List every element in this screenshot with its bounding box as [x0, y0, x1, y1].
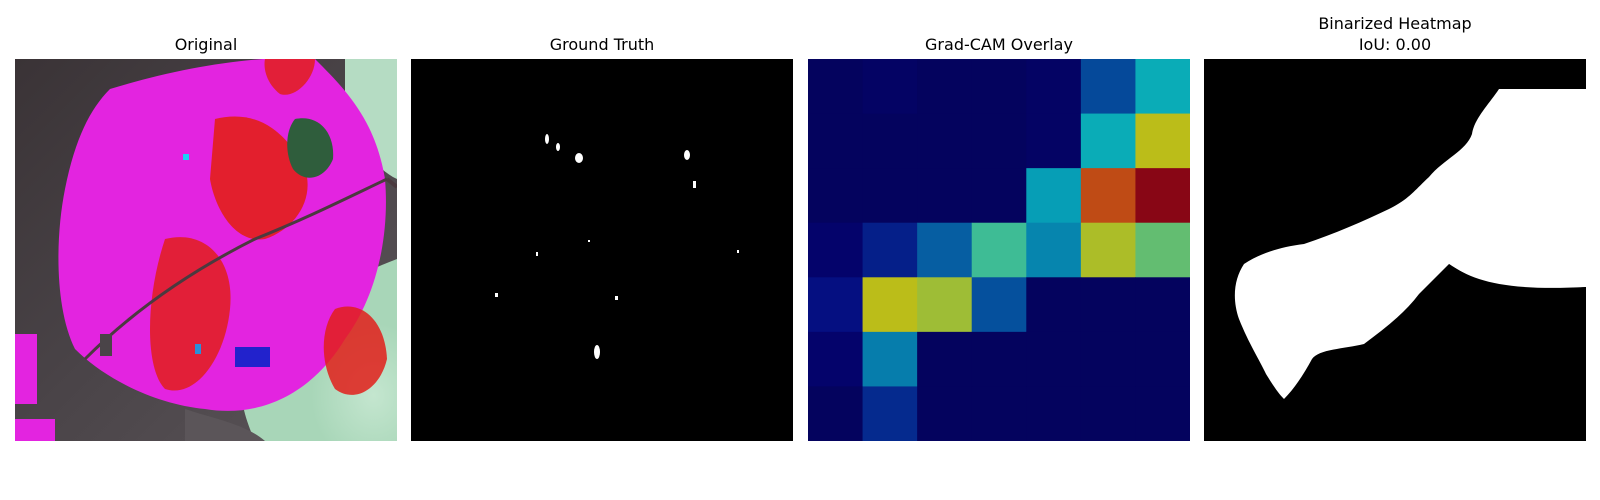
gradcam-cell-r4-c3	[972, 277, 1027, 332]
gradcam-cell-r5-c0	[808, 332, 863, 387]
iou-readout: IoU: 0.00	[1204, 34, 1586, 55]
gradcam-cell-r2-c5	[1081, 168, 1136, 223]
panel-title-gradcam-overlay: Grad-CAM Overlay	[808, 34, 1190, 55]
gradcam-cell-r1-c1	[863, 114, 918, 169]
gradcam-cell-r3-c0	[808, 223, 863, 278]
binarized-heatmap-panel	[1204, 59, 1586, 441]
ground-truth-panel	[411, 59, 793, 441]
gradcam-cell-r6-c3	[972, 386, 1027, 441]
gradcam-cell-r6-c5	[1081, 386, 1136, 441]
gradcam-cell-r1-c3	[972, 114, 1027, 169]
gradcam-cell-r2-c4	[1026, 168, 1081, 223]
gradcam-cell-r4-c2	[917, 277, 972, 332]
gradcam-cell-r4-c1	[863, 277, 918, 332]
gradcam-cell-r6-c2	[917, 386, 972, 441]
gradcam-cell-r1-c6	[1135, 114, 1190, 169]
gradcam-cell-r1-c4	[1026, 114, 1081, 169]
gradcam-cell-r6-c0	[808, 386, 863, 441]
original-image-panel	[15, 59, 397, 441]
gradcam-cell-r4-c6	[1135, 277, 1190, 332]
gradcam-cell-r0-c1	[863, 59, 918, 114]
gradcam-cell-r6-c1	[863, 386, 918, 441]
gradcam-cell-r5-c2	[917, 332, 972, 387]
gradcam-cell-r2-c3	[972, 168, 1027, 223]
panel-title-original: Original	[15, 34, 397, 55]
gradcam-cell-r3-c6	[1135, 223, 1190, 278]
gradcam-cell-r5-c1	[863, 332, 918, 387]
gradcam-cell-r2-c2	[917, 168, 972, 223]
gradcam-cell-r0-c0	[808, 59, 863, 114]
gradcam-cell-r1-c0	[808, 114, 863, 169]
ground-truth-mask	[411, 59, 793, 441]
gradcam-cell-r4-c5	[1081, 277, 1136, 332]
gradcam-cell-r3-c2	[917, 223, 972, 278]
gradcam-cell-r3-c1	[863, 223, 918, 278]
gradcam-overlay-panel	[808, 59, 1190, 441]
gradcam-cell-r0-c3	[972, 59, 1027, 114]
gradcam-cell-r5-c5	[1081, 332, 1136, 387]
gradcam-cell-r3-c5	[1081, 223, 1136, 278]
gradcam-cell-r1-c5	[1081, 114, 1136, 169]
gradcam-cell-r0-c6	[1135, 59, 1190, 114]
panel-title-ground-truth: Ground Truth	[411, 34, 793, 55]
original-leaf-image	[15, 59, 397, 441]
gradcam-cell-r1-c2	[917, 114, 972, 169]
gradcam-cell-r5-c4	[1026, 332, 1081, 387]
gradcam-cell-r0-c5	[1081, 59, 1136, 114]
gradcam-cell-r2-c0	[808, 168, 863, 223]
gradcam-cell-r3-c4	[1026, 223, 1081, 278]
gradcam-cell-r3-c3	[972, 223, 1027, 278]
panel-title-binarized-heatmap: Binarized Heatmap IoU: 0.00	[1204, 13, 1586, 55]
gradcam-cell-r4-c0	[808, 277, 863, 332]
gradcam-cell-r5-c3	[972, 332, 1027, 387]
gradcam-cell-r2-c1	[863, 168, 918, 223]
gradcam-cell-r4-c4	[1026, 277, 1081, 332]
gradcam-cell-r5-c6	[1135, 332, 1190, 387]
binarized-title-text: Binarized Heatmap	[1318, 14, 1471, 33]
gradcam-cell-r0-c2	[917, 59, 972, 114]
gradcam-heatmap	[808, 59, 1190, 441]
gradcam-cell-r2-c6	[1135, 168, 1190, 223]
gradcam-cell-r0-c4	[1026, 59, 1081, 114]
gradcam-cell-r6-c6	[1135, 386, 1190, 441]
binarized-heatmap-mask	[1204, 59, 1586, 441]
gradcam-cell-r6-c4	[1026, 386, 1081, 441]
